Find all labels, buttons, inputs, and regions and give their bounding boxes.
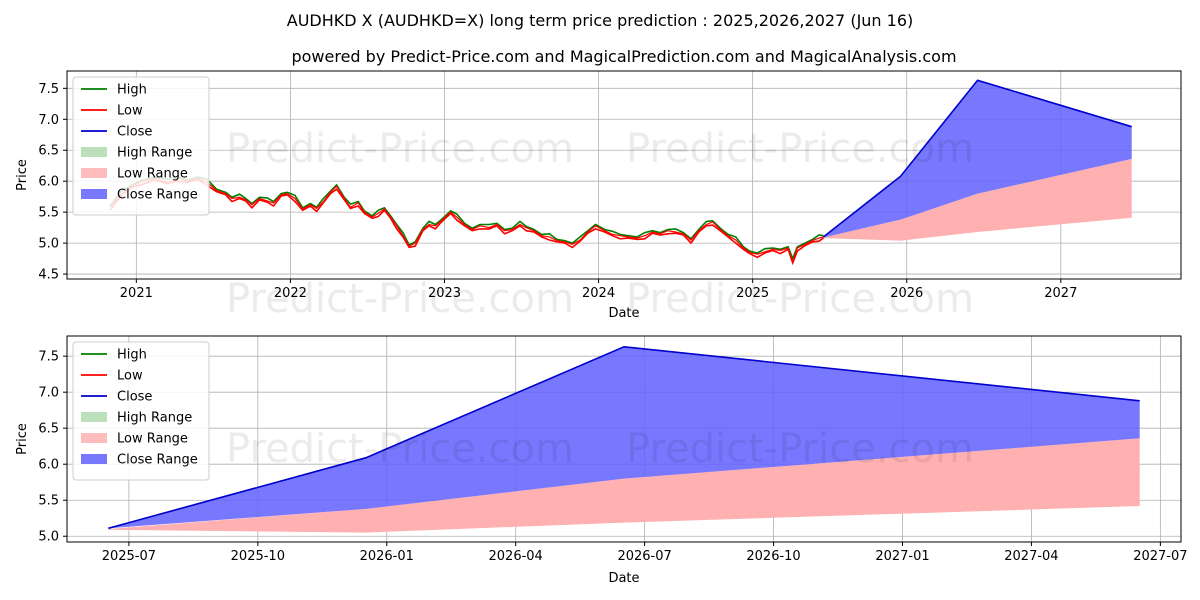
y-tick-label: 7.0 — [38, 386, 59, 401]
y-tick-label: 6.0 — [38, 458, 59, 473]
legend-swatch-close-range — [81, 189, 107, 199]
low-range-band — [823, 158, 1132, 241]
x-tick-label: 2027-04 — [1004, 549, 1058, 564]
x-tick-label: 2027-01 — [875, 549, 929, 564]
legend-swatch-high-range — [81, 412, 107, 422]
bottom-plot-frame — [66, 335, 1182, 543]
legend-swatch-low-range — [81, 168, 107, 178]
watermark-text: Predict-Price.com — [226, 126, 574, 172]
plot-area — [108, 345, 1140, 533]
y-tick-label: 7.5 — [38, 82, 59, 97]
x-tick-label: 2025-10 — [231, 549, 285, 564]
top-plot-frame — [66, 70, 1182, 280]
x-tick-label: 2023 — [428, 286, 461, 301]
legend-swatch-low-range — [81, 433, 107, 443]
x-tick-label: 2021 — [120, 286, 153, 301]
legend-label-high: High — [117, 83, 147, 98]
close-range-band — [108, 346, 1140, 529]
x-tick-label: 2027-07 — [1133, 549, 1187, 564]
watermark-text: Predict-Price.com — [626, 426, 974, 472]
legend-label-low-range: Low Range — [117, 432, 188, 447]
chart-title: AUDHKD X (AUDHKD=X) long term price pred… — [287, 11, 914, 30]
forecast-close-line — [823, 79, 1132, 238]
x-tick-label: 2026-10 — [746, 549, 800, 564]
y-tick-label: 5.0 — [38, 530, 59, 545]
watermark-text: Predict-Price.com — [626, 276, 974, 322]
chart-subtitle: powered by Predict-Price.com and Magical… — [291, 47, 956, 66]
y-tick-label: 6.0 — [38, 175, 59, 190]
legend: High Low Close High Range Low Range Close Ran… — [72, 341, 210, 481]
x-tick-label: 2025 — [736, 286, 769, 301]
x-tick-label: 2022 — [274, 286, 307, 301]
y-tick-label: 5.0 — [38, 237, 59, 252]
watermark-text: Predict-Price.com — [226, 426, 574, 472]
low-series-line — [109, 178, 824, 266]
high-series-line — [109, 176, 824, 261]
top-y-axis-label: Price — [15, 159, 30, 191]
legend-label-low: Low — [117, 369, 143, 384]
legend-label-high: High — [117, 348, 147, 363]
legend-box — [72, 76, 210, 216]
y-tick-label: 6.5 — [38, 144, 59, 159]
top-x-axis-label: Date — [608, 306, 639, 321]
x-tick-label: 2026 — [890, 286, 923, 301]
legend-swatch-high-range — [81, 147, 107, 157]
y-tick-label: 5.5 — [38, 494, 59, 509]
y-tick-label: 7.0 — [38, 113, 59, 128]
legend-label-low-range: Low Range — [117, 167, 188, 182]
watermark-text: Predict-Price.com — [626, 126, 974, 172]
legend: High Low Close High Range Low Range Close Ran… — [72, 76, 210, 216]
x-tick-label: 2026-07 — [617, 549, 671, 564]
bottom-y-axis-label: Price — [15, 423, 30, 455]
legend-label-close: Close — [117, 125, 152, 140]
legend-label-close: Close — [117, 390, 152, 405]
y-tick-label: 5.5 — [38, 206, 59, 221]
x-tick-label: 2025-07 — [102, 549, 156, 564]
y-tick-label: 4.5 — [38, 268, 59, 283]
legend-label-low: Low — [117, 104, 143, 119]
plot-area — [109, 79, 1132, 266]
x-tick-label: 2024 — [582, 286, 615, 301]
x-tick-label: 2026-04 — [489, 549, 543, 564]
x-tick-label: 2026-01 — [360, 549, 414, 564]
y-tick-label: 7.5 — [38, 350, 59, 365]
legend-swatch-close-range — [81, 454, 107, 464]
y-tick-label: 6.5 — [38, 422, 59, 437]
forecast-close-line — [108, 345, 1140, 530]
legend-label-high-range: High Range — [117, 411, 192, 426]
low-range-band — [108, 438, 1140, 533]
bottom-panel: Predict-Price.com Predict-Price.com Date… — [15, 335, 1188, 586]
watermark-text: Predict-Price.com — [226, 276, 574, 322]
legend-label-high-range: High Range — [117, 146, 192, 161]
legend-label-close-range: Close Range — [117, 188, 198, 203]
top-panel: Predict-Price.com Predict-Price.com Pred… — [15, 70, 1182, 322]
x-tick-label: 2027 — [1044, 286, 1077, 301]
history-close-line — [109, 177, 824, 264]
legend-box — [72, 341, 210, 481]
close-range-band — [823, 80, 1132, 238]
bottom-x-axis-label: Date — [608, 571, 639, 586]
legend-label-close-range: Close Range — [117, 453, 198, 468]
